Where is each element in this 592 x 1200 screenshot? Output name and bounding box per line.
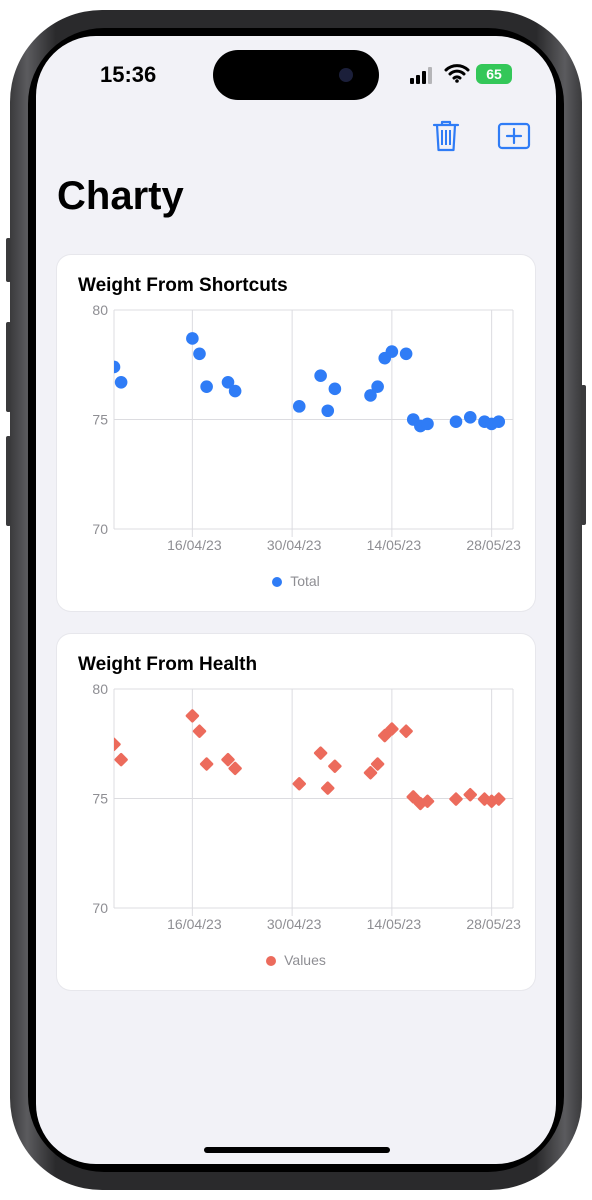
status-bar: 15:36 65 xyxy=(36,36,556,116)
data-point xyxy=(463,411,477,424)
data-point xyxy=(193,347,206,361)
camera-icon xyxy=(339,68,353,82)
trash-icon[interactable] xyxy=(428,118,464,154)
data-point xyxy=(421,417,434,431)
x-tick-label: 30/04/23 xyxy=(267,537,322,553)
data-point xyxy=(114,375,128,389)
y-tick-label: 70 xyxy=(92,900,108,916)
data-point xyxy=(228,384,242,398)
data-point xyxy=(399,724,413,738)
data-point xyxy=(192,724,207,738)
plus-square-icon[interactable] xyxy=(496,118,532,154)
data-point xyxy=(200,380,213,393)
data-point xyxy=(321,781,335,795)
chart-card-health: Weight From Health 80 75 70 16/04/23 30/04/2… xyxy=(57,634,535,990)
x-tick-label: 28/05/23 xyxy=(466,916,521,932)
data-point xyxy=(371,380,384,393)
chart-legend: Total xyxy=(57,573,535,589)
data-point xyxy=(292,777,306,791)
data-point xyxy=(186,332,199,345)
chart-card-shortcuts: Weight From Shortcuts 80 75 70 16/04/23 30/0… xyxy=(57,255,535,611)
data-point xyxy=(114,737,121,752)
y-tick-label: 80 xyxy=(92,681,108,697)
data-point xyxy=(363,766,378,780)
data-point xyxy=(199,757,214,771)
data-point xyxy=(221,752,235,767)
data-point xyxy=(114,752,128,767)
x-tick-label: 28/05/23 xyxy=(466,537,521,553)
x-tick-label: 14/05/23 xyxy=(367,916,422,932)
volume-down-button xyxy=(6,436,11,526)
data-point xyxy=(370,757,385,771)
data-point xyxy=(114,360,121,374)
data-point xyxy=(492,415,506,428)
data-point xyxy=(364,389,377,402)
volume-up-button xyxy=(6,322,11,412)
data-point xyxy=(420,794,435,808)
dynamic-island xyxy=(213,50,379,100)
x-tick-label: 14/05/23 xyxy=(367,537,422,553)
home-indicator[interactable] xyxy=(204,1147,390,1153)
data-point xyxy=(385,722,399,736)
legend-label: Values xyxy=(284,952,326,968)
x-tick-label: 16/04/23 xyxy=(167,916,222,932)
action-button xyxy=(6,238,11,282)
x-tick-label: 30/04/23 xyxy=(267,916,322,932)
data-point xyxy=(399,347,413,361)
battery-level: 65 xyxy=(486,66,502,82)
data-point xyxy=(449,415,463,428)
legend-marker xyxy=(272,577,283,587)
data-point xyxy=(228,761,242,776)
data-points xyxy=(114,332,506,433)
battery-icon: 65 xyxy=(476,64,512,84)
scatter-chart-health: 80 75 70 16/04/23 30/04/23 14/05/23 28/05/23 xyxy=(92,681,521,932)
data-point xyxy=(185,709,200,723)
legend-label: Total xyxy=(290,573,320,589)
screen: 15:36 65 Charty Weight From Shortc xyxy=(36,36,556,1164)
data-point xyxy=(492,792,506,806)
chart-legend: Values xyxy=(57,952,535,968)
data-point xyxy=(328,382,342,396)
page-title: Charty xyxy=(57,174,184,218)
data-point xyxy=(449,792,463,806)
x-tick-label: 16/04/23 xyxy=(167,537,222,553)
data-point xyxy=(314,369,327,382)
legend-marker xyxy=(266,956,277,966)
data-point xyxy=(328,759,342,773)
data-point xyxy=(292,400,306,413)
chart-title: Weight From Shortcuts xyxy=(78,275,288,296)
data-point xyxy=(221,375,235,389)
scatter-chart-shortcuts: 80 75 70 16/04/23 30/04/23 14/05/23 28/05/23 xyxy=(92,302,521,553)
data-point xyxy=(321,404,335,418)
cellular-signal-icon xyxy=(410,66,436,84)
data-points xyxy=(114,709,506,811)
y-tick-label: 75 xyxy=(92,412,108,428)
chart-title: Weight From Health xyxy=(78,654,258,675)
data-point xyxy=(463,788,477,802)
y-tick-label: 80 xyxy=(92,302,108,318)
power-button xyxy=(581,385,586,525)
data-point xyxy=(385,345,399,358)
data-point xyxy=(313,746,328,760)
y-tick-label: 70 xyxy=(92,521,108,537)
status-time: 15:36 xyxy=(100,62,157,87)
y-tick-label: 75 xyxy=(92,791,108,807)
wifi-icon xyxy=(444,64,470,83)
